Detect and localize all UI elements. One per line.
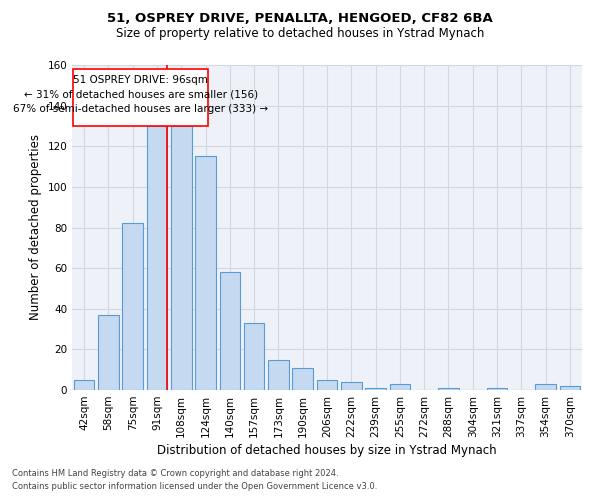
FancyBboxPatch shape [73, 69, 208, 126]
Bar [122, 224, 143, 390]
Bar [220, 272, 240, 390]
Text: 67% of semi-detached houses are larger (333) →: 67% of semi-detached houses are larger (… [13, 104, 268, 114]
Bar [389, 384, 410, 390]
Bar [195, 156, 216, 390]
Bar [74, 380, 94, 390]
Bar [146, 126, 167, 390]
Y-axis label: Number of detached properties: Number of detached properties [29, 134, 42, 320]
Bar [560, 386, 580, 390]
Text: ← 31% of detached houses are smaller (156): ← 31% of detached houses are smaller (15… [23, 90, 257, 100]
Text: Contains public sector information licensed under the Open Government Licence v3: Contains public sector information licen… [12, 482, 377, 491]
Text: Contains HM Land Registry data © Crown copyright and database right 2024.: Contains HM Land Registry data © Crown c… [12, 468, 338, 477]
Bar [171, 126, 191, 390]
Bar [292, 368, 313, 390]
Bar [341, 382, 362, 390]
Bar [365, 388, 386, 390]
Bar [317, 380, 337, 390]
X-axis label: Distribution of detached houses by size in Ystrad Mynach: Distribution of detached houses by size … [157, 444, 497, 457]
Bar [438, 388, 459, 390]
Bar [268, 360, 289, 390]
Text: 51 OSPREY DRIVE: 96sqm: 51 OSPREY DRIVE: 96sqm [73, 75, 208, 85]
Bar [487, 388, 508, 390]
Text: 51, OSPREY DRIVE, PENALLTA, HENGOED, CF82 6BA: 51, OSPREY DRIVE, PENALLTA, HENGOED, CF8… [107, 12, 493, 26]
Bar [535, 384, 556, 390]
Bar [244, 323, 265, 390]
Text: Size of property relative to detached houses in Ystrad Mynach: Size of property relative to detached ho… [116, 28, 484, 40]
Bar [98, 315, 119, 390]
